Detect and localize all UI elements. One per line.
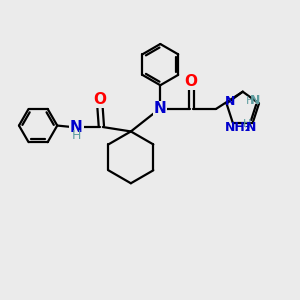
Text: N: N (225, 94, 235, 108)
Text: O: O (185, 74, 198, 89)
Text: NH₂: NH₂ (225, 122, 251, 134)
Text: O: O (93, 92, 106, 107)
Text: H: H (245, 96, 254, 106)
Text: N: N (154, 101, 167, 116)
Text: N: N (246, 122, 256, 134)
Text: H: H (243, 119, 252, 129)
Text: N: N (70, 119, 83, 134)
Text: H: H (72, 129, 81, 142)
Text: N: N (250, 94, 261, 107)
